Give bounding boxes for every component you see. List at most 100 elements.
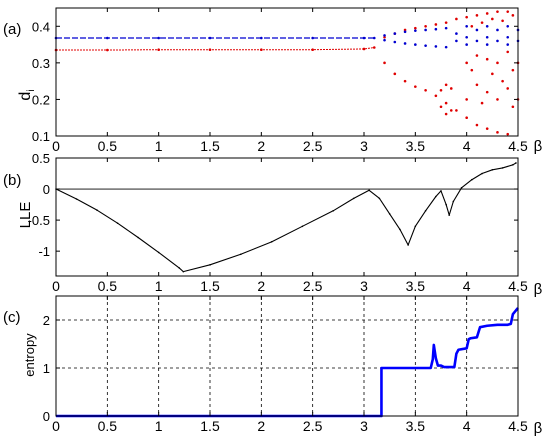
point-blue-11 [414,29,417,32]
x-tick-label-8: 4 [463,418,471,434]
point-red-36 [444,83,448,87]
point-blue-36 [506,43,510,46]
x-tick-label-8: 4 [463,138,471,154]
panel-c: 0 0.5 1 1.5 2 2.5 3 3.5 4 4.5 0 1 2 β entropy(c) [3,295,543,437]
point-red-26 [434,23,438,26]
x-tick-label-4: 2 [257,138,265,154]
point-blue-30 [485,35,489,39]
point-blue-31 [485,43,489,46]
plot-frame [55,157,519,277]
point-red-31 [485,12,489,15]
point-2 [96,209,98,211]
point-blue-18 [414,43,417,46]
point-blue-13 [434,27,438,31]
point-red-10 [403,79,407,83]
point-red-29 [465,15,468,19]
point-blue-8 [383,34,386,37]
point-blue-19 [424,44,427,47]
point-red-46 [485,57,489,61]
point-red-24 [414,26,417,30]
point-9 [240,253,242,256]
y-axis-label: di [17,89,37,100]
point-red-50 [496,98,499,101]
point-red-23 [403,28,407,32]
point-1 [75,198,78,200]
point-3 [116,222,119,225]
point-4 [137,236,139,239]
point-red-33 [506,10,510,13]
y-tick-label-2: 2 [43,313,50,328]
y-tick-label-2: 0 [43,182,50,197]
point-red-12 [424,88,427,92]
x-tick-label-3: 1.5 [200,418,220,434]
point-red-14 [444,101,448,105]
point-blue-24 [465,24,468,28]
x-tick-label-9: 4.5 [508,138,528,154]
point-red-42 [470,68,474,72]
panel-label: (b) [3,172,21,189]
x-tick-label-7: 3.5 [406,278,426,294]
point-red-53 [506,87,510,90]
y-tick-label-0: -1 [38,244,50,259]
point-blue-28 [475,39,479,43]
point-red-39 [449,109,453,112]
point-red-18 [485,127,489,130]
y-tick-label-2: 0.3 [32,56,50,71]
point-red-60 [491,17,494,21]
point-red-51 [501,79,504,83]
point-17 [399,228,401,231]
y-axis-label: entropy [22,333,37,377]
x-tick-label-2: 1 [155,138,163,154]
point-6 [178,267,180,269]
point-blue-12 [424,28,427,32]
x-tick-label-1: 0.5 [98,278,118,294]
point-29 [491,169,494,171]
x-tick-label-2: 1 [155,278,163,294]
point-red-47 [485,90,489,94]
x-tick-label-4: 2 [257,278,265,294]
point-blue-27 [475,28,479,32]
point-red-54 [511,68,515,72]
point-14 [368,189,370,192]
point-blue-17 [403,42,407,45]
point-8 [209,264,211,266]
x-tick-label-5: 2.5 [303,138,323,154]
point-blue-16 [393,40,397,44]
series-line-red [56,47,375,51]
series-line-0 [55,162,517,273]
x-tick-label-0: 0 [52,138,60,154]
point-red-58 [470,24,474,28]
point-19 [414,225,417,228]
point-30 [501,167,504,169]
point-25 [452,200,455,203]
point-11 [301,225,304,228]
point-red-32 [496,10,499,13]
point-red-34 [439,88,443,92]
point-red-8 [383,61,386,65]
point-red-30 [475,14,479,17]
point-red-20 [506,132,510,136]
point-12 [332,209,335,212]
point-23 [445,203,447,206]
y-axis-label: LLE [17,202,34,229]
x-tick-label-6: 3 [360,418,368,434]
point-20 [424,209,427,212]
y-tick-label-3: 0.4 [32,19,50,34]
x-tick-label-2: 1 [155,418,163,434]
point-red-15 [455,109,458,112]
panel-a: 0 0.5 1 1.5 2 2.5 3 3.5 4 4.5 0.1 0.2 0.3 0.4 β di (a) [3,7,543,155]
point-red-62 [511,14,515,17]
plot-frame [55,7,519,137]
point-red-11 [414,85,417,88]
point-blue-25 [465,35,468,39]
point-red-40 [465,61,468,65]
point-27 [471,178,473,181]
point-26 [460,187,463,189]
point-blue-32 [496,28,499,32]
point-red-44 [475,83,479,87]
point-7 [182,270,185,273]
point-28 [481,172,483,175]
point-red-55 [511,105,515,109]
point-red-28 [455,17,458,21]
point-red-9 [393,72,397,76]
